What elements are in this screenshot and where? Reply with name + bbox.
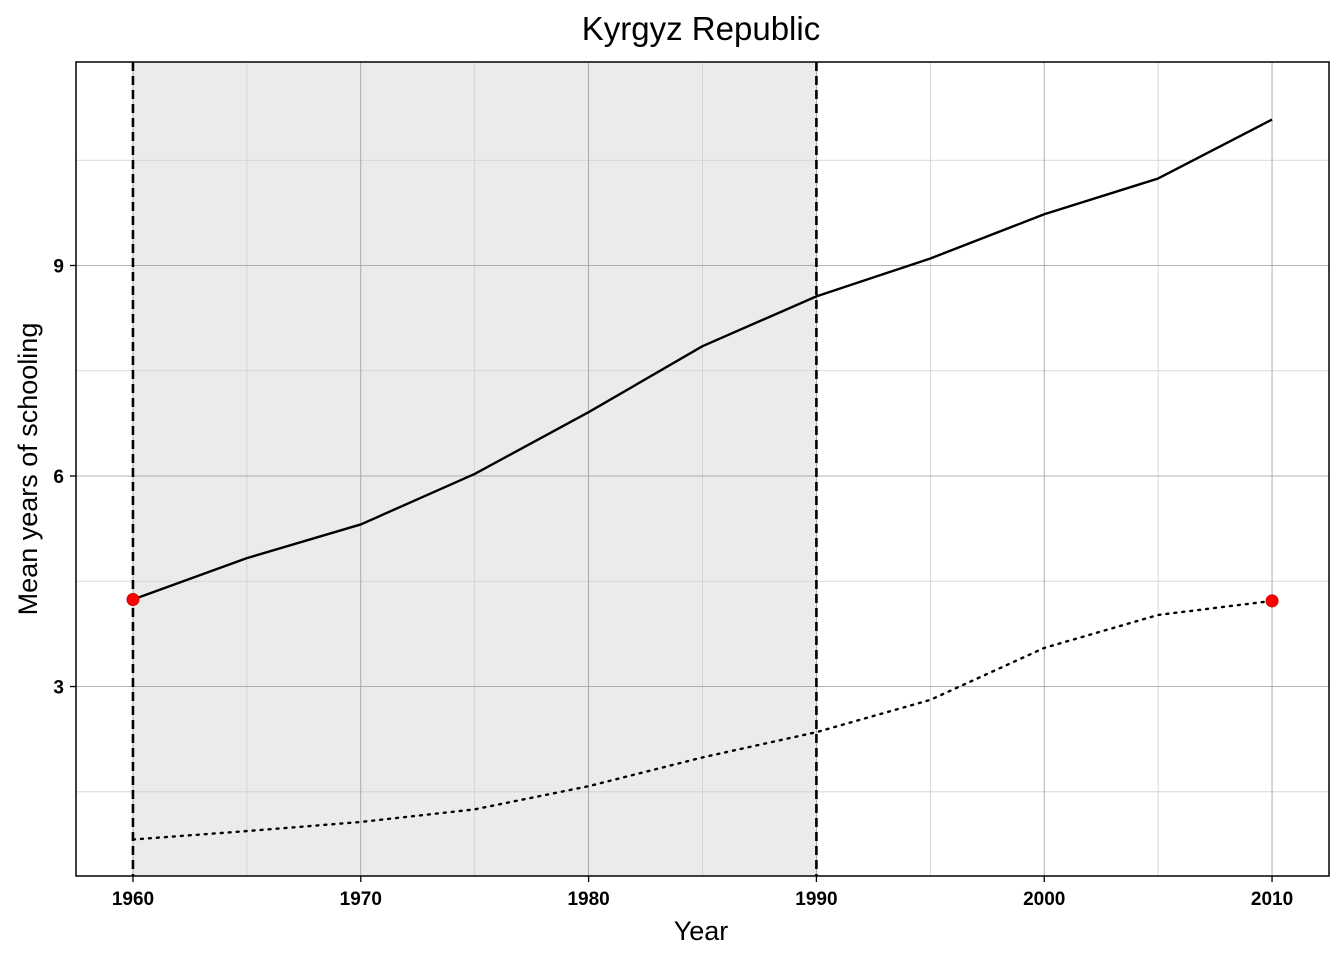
- solid-series-line: [132, 118, 1273, 601]
- x-tick-label: 1980: [567, 889, 609, 910]
- x-tick-label: 1970: [340, 889, 382, 910]
- x-tick-label: 1990: [795, 889, 837, 910]
- y-tick-label: 3: [53, 678, 64, 699]
- plot-border: [75, 61, 1330, 877]
- y-tick-label: 6: [53, 467, 64, 488]
- highlight-point: [126, 593, 140, 607]
- x-tick-label: 2000: [1023, 889, 1065, 910]
- highlight-point: [1265, 594, 1279, 608]
- dotted-series-line: [131, 599, 1274, 841]
- x-axis-title: Year: [674, 916, 729, 946]
- chart-title: Kyrgyz Republic: [582, 10, 820, 47]
- plot-area: 1960 1970 1980 1990 2000 2010 3 6 9: [53, 61, 1330, 910]
- y-tick-label: 9: [53, 257, 64, 278]
- y-axis-title: Mean years of schooling: [13, 323, 43, 616]
- x-tick-label: 1960: [112, 889, 154, 910]
- x-tick-label: 2010: [1251, 889, 1293, 910]
